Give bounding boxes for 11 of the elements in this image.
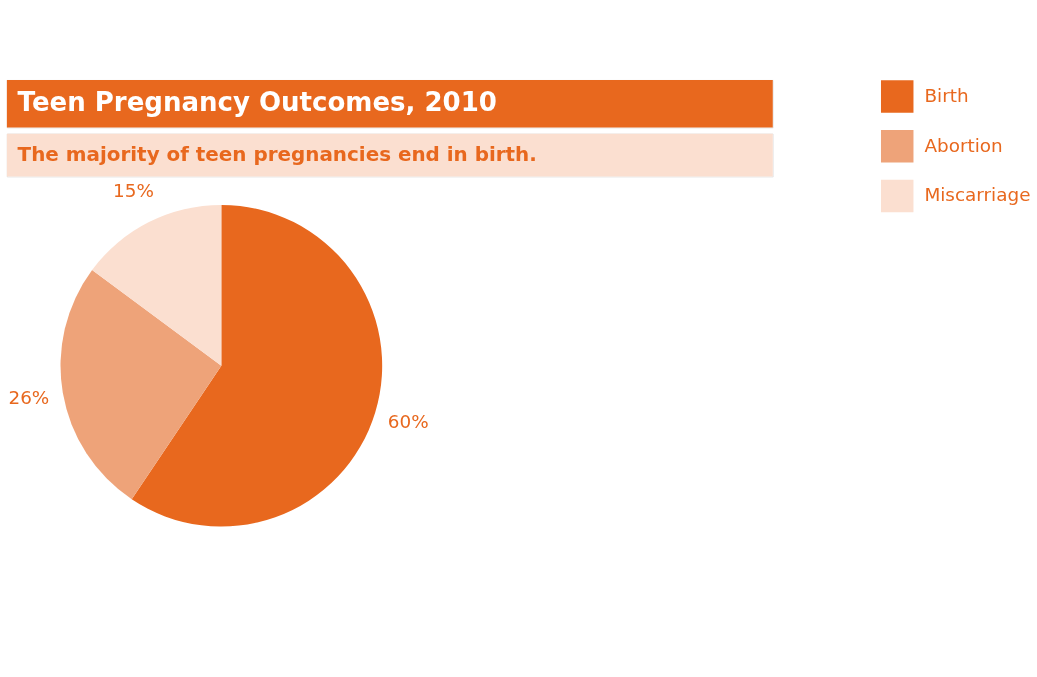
legend-label: Birth	[924, 84, 969, 106]
chart-title: Teen Pregnancy Outcomes, 2010	[17, 87, 497, 118]
data-label: 26%	[8, 387, 50, 409]
text: The majority of teen pregnancies end in birth.	[17, 143, 537, 167]
legend-label: Miscarriage	[924, 184, 1031, 206]
pie-slice	[60, 269, 222, 500]
data-label: 60%	[387, 410, 429, 432]
pie-slice	[92, 204, 222, 366]
legend-label: Abortion	[924, 134, 1003, 156]
data-label: 15%	[113, 179, 154, 201]
pie-slice	[131, 204, 383, 527]
